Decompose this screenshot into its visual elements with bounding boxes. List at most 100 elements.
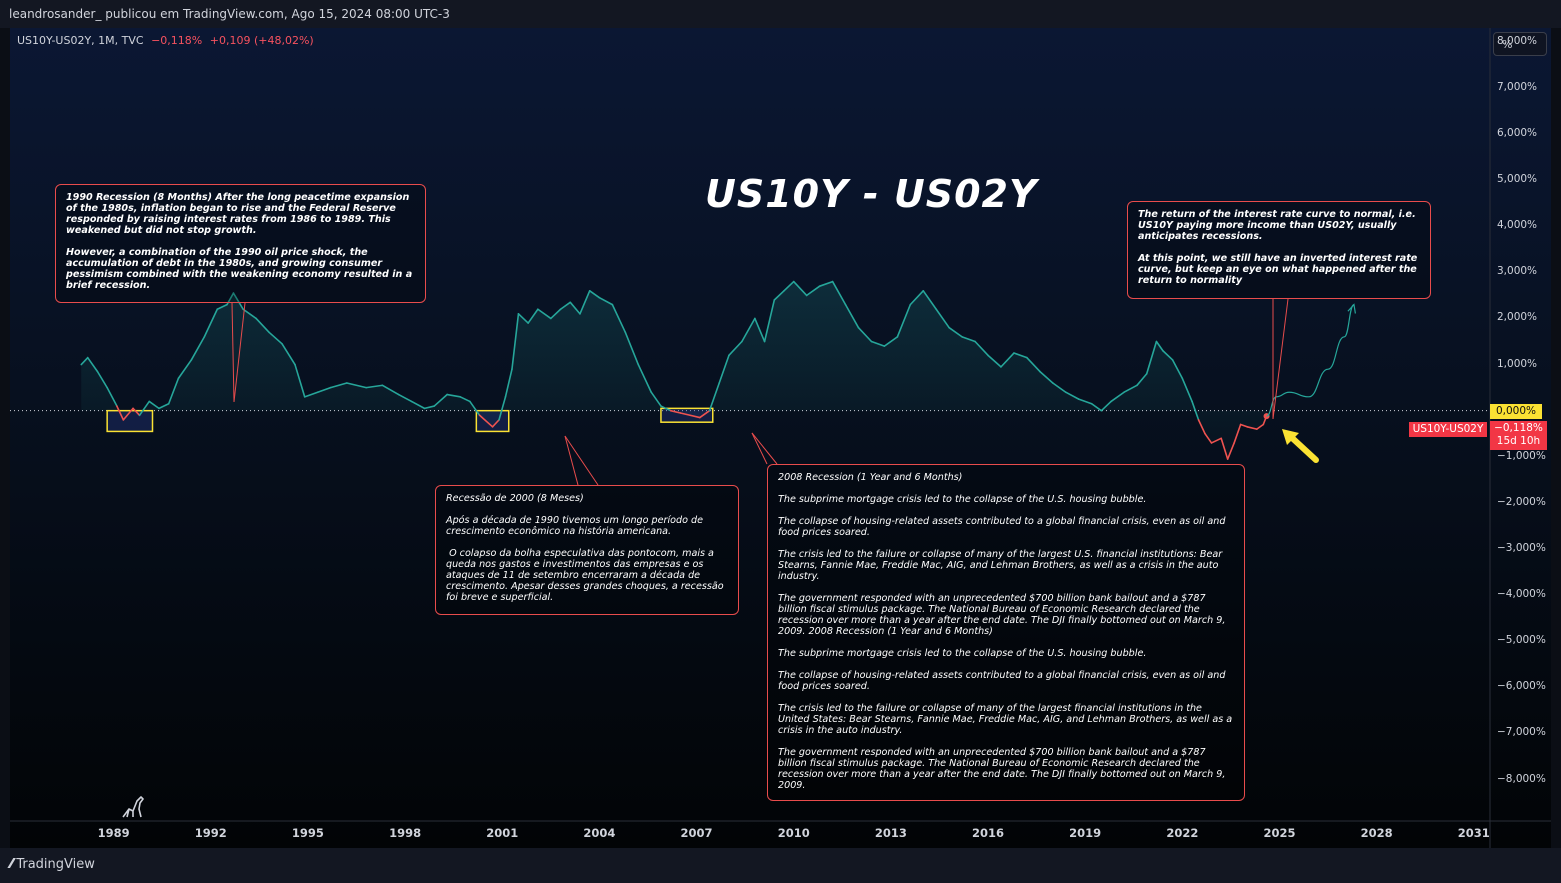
series-segment <box>116 405 125 421</box>
series-segment <box>1026 356 1041 373</box>
chart-title: US10Y - US02Y <box>705 172 1038 216</box>
annotation-2000-recession[interactable]: Recessão de 2000 (8 Meses) Após a década… <box>435 485 739 615</box>
series-segment <box>699 409 711 419</box>
series-segment <box>922 289 938 311</box>
price-tick-label: −4,000% <box>1497 588 1546 601</box>
last-price-label: −0,118% 15d 10h <box>1490 421 1547 450</box>
series-segment <box>122 407 134 421</box>
series-segment <box>1000 352 1015 368</box>
series-segment <box>559 301 572 311</box>
series-segment <box>1110 391 1125 403</box>
price-tick-label: −2,000% <box>1497 495 1546 508</box>
series-segment <box>446 393 461 398</box>
price-tick-label: −5,000% <box>1497 634 1546 647</box>
dino-icon <box>122 796 144 818</box>
series-segment <box>550 308 562 320</box>
series-segment <box>1239 423 1248 428</box>
series-segment <box>459 396 471 403</box>
series-segment <box>831 280 847 306</box>
series-segment <box>1145 340 1158 375</box>
annotation-1990-recession[interactable]: 1990 Recession (8 Months) After the long… <box>55 184 426 303</box>
series-area-fill <box>81 281 1267 460</box>
series-segment <box>611 303 627 334</box>
time-tick-label: 2001 <box>486 826 519 840</box>
series-segment <box>718 354 730 384</box>
series-segment <box>1155 340 1164 352</box>
series-segment <box>365 384 384 389</box>
time-tick-label: 2007 <box>680 826 713 840</box>
series-segment <box>1246 426 1258 430</box>
price-tick-label: 8,000% <box>1497 34 1538 47</box>
series-segment <box>397 393 413 403</box>
series-segment <box>1039 370 1054 384</box>
series-segment <box>1191 400 1200 421</box>
series-segment <box>909 289 925 306</box>
tradingview-logo-icon: ⁄⁄ <box>10 857 14 872</box>
pointer-1990 <box>231 302 235 403</box>
series-segment <box>588 289 601 299</box>
time-tick-label: 2016 <box>972 826 1005 840</box>
series-segment <box>754 317 766 343</box>
series-segment <box>268 331 283 345</box>
series-segment <box>190 336 206 361</box>
series-segment <box>728 340 743 357</box>
series-segment <box>158 402 170 410</box>
time-tick-label: 1998 <box>389 826 422 840</box>
series-segment <box>511 313 520 370</box>
price-tick-label: 1,000% <box>1497 357 1538 370</box>
price-tick-label: −7,000% <box>1497 726 1546 739</box>
series-segment <box>281 343 296 366</box>
time-tick-label: 2004 <box>583 826 616 840</box>
series-segment <box>896 303 912 338</box>
recession-box-2000[interactable] <box>475 409 510 433</box>
series-segment <box>1181 377 1193 403</box>
annotation-curve-normalization[interactable]: The return of the interest rate curve to… <box>1127 201 1431 299</box>
annotation-2008-recession[interactable]: 2008 Recession (1 Year and 6 Months) The… <box>767 464 1245 801</box>
series-segment <box>167 377 180 405</box>
series-segment <box>504 368 513 398</box>
series-segment <box>818 280 834 287</box>
time-tick-label: 2031 <box>1457 826 1490 840</box>
series-segment <box>935 308 950 329</box>
series-segment <box>346 382 368 389</box>
recession-box-1990[interactable] <box>106 409 154 433</box>
price-tick-label: −3,000% <box>1497 541 1546 554</box>
publisher-header: leandrosander_ publicou em TradingView.c… <box>0 0 1561 28</box>
series-segment <box>216 303 228 311</box>
series-segment <box>1256 423 1265 430</box>
price-tick-label: −8,000% <box>1497 772 1546 785</box>
price-tick-label: 3,000% <box>1497 265 1538 278</box>
series-segment <box>679 412 691 417</box>
series-segment <box>1210 437 1223 444</box>
projection-curve <box>1266 304 1355 417</box>
series-segment <box>303 391 319 398</box>
symbol-legend[interactable]: US10Y-US02Y, 1M, TVC −0,118% +0,109 (+48… <box>17 34 314 47</box>
series-segment <box>86 356 99 373</box>
pointer-normal-b <box>1272 298 1289 420</box>
price-tick-label: 5,000% <box>1497 173 1538 186</box>
series-segment <box>433 393 448 407</box>
series-segment <box>203 308 219 338</box>
series-segment <box>1123 384 1138 394</box>
tradingview-brand[interactable]: ⁄⁄ TradingView <box>10 857 95 872</box>
series-segment <box>478 414 494 428</box>
yellow-arrow-head <box>1282 429 1299 445</box>
series-name-label: US10Y-US02Y <box>1409 422 1487 437</box>
percent-scale-button[interactable]: % <box>1493 32 1547 56</box>
series-segment <box>469 400 481 417</box>
series-segment <box>537 308 552 320</box>
series-segment <box>410 400 426 410</box>
time-tick-label: 1995 <box>291 826 324 840</box>
series-segment <box>569 301 581 315</box>
last-price-value: −0,118% <box>1494 422 1543 434</box>
series-segment <box>132 407 141 417</box>
series-segment <box>1233 423 1242 444</box>
series-segment <box>650 391 662 407</box>
series-segment <box>1090 402 1103 412</box>
symbol-last: −0,118% <box>151 34 203 47</box>
price-tick-label: −6,000% <box>1497 680 1546 693</box>
series-segment <box>242 308 257 320</box>
time-tick-label: 1989 <box>97 826 130 840</box>
time-tick-label: 1992 <box>194 826 227 840</box>
series-segment <box>624 331 640 366</box>
